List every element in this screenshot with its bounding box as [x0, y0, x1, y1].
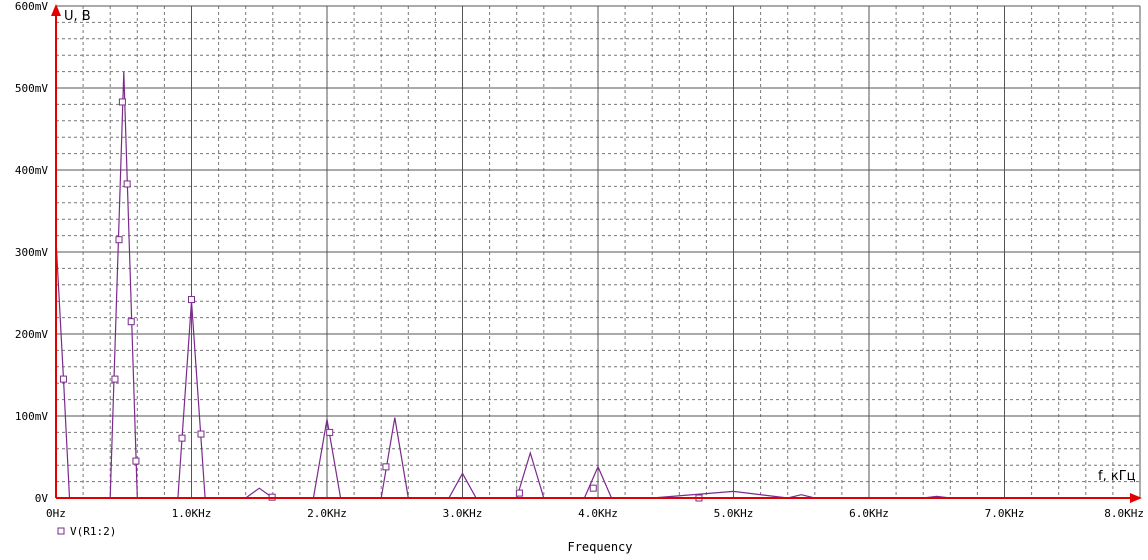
x-axis-arrow: [1130, 493, 1142, 503]
y-tick-label: 0V: [35, 492, 49, 505]
data-marker: [111, 375, 119, 383]
y-tick-label: 200mV: [15, 328, 48, 341]
y-axis-note: U, B: [64, 9, 91, 24]
data-marker: [59, 375, 67, 383]
data-marker: [326, 428, 334, 436]
data-marker: [515, 489, 523, 497]
x-axis-label: Frequency: [567, 540, 632, 554]
y-axis-arrow: [51, 4, 61, 16]
x-tick-label: 4.0KHz: [578, 507, 618, 520]
x-tick-label: 5.0KHz: [714, 507, 754, 520]
data-marker: [197, 430, 205, 438]
data-marker: [382, 463, 390, 471]
data-marker: [118, 98, 126, 106]
x-tick-label: 6.0KHz: [849, 507, 889, 520]
data-marker: [132, 457, 140, 465]
x-tick-label: 3.0KHz: [443, 507, 483, 520]
grid-lines: [56, 5, 1141, 498]
legend: V(R1:2): [57, 525, 116, 538]
axes: [51, 4, 1142, 503]
tick-labels: 0V 100mV 200mV 300mV 400mV 500mV 600mV 0Hz 1.0KH…: [15, 0, 1144, 520]
x-tick-label: 1.0KHz: [172, 507, 212, 520]
y-tick-label: 100mV: [15, 410, 48, 423]
data-marker: [178, 434, 186, 442]
x-tick-label: 7.0KHz: [985, 507, 1025, 520]
data-marker: [589, 484, 597, 492]
y-tick-label: 600mV: [15, 0, 48, 13]
data-marker: [188, 296, 195, 304]
x-tick-label: 8.0KHz: [1104, 507, 1144, 520]
data-marker: [127, 318, 135, 326]
data-marker: [115, 236, 123, 244]
legend-marker: [57, 527, 65, 535]
x-tick-label: 2.0KHz: [307, 507, 347, 520]
y-tick-label: 300mV: [15, 246, 48, 259]
data-marker: [123, 180, 131, 188]
y-tick-label: 400mV: [15, 164, 48, 177]
legend-label: V(R1:2): [70, 525, 116, 538]
x-axis-note: f, кГц: [1098, 469, 1136, 484]
y-tick-label: 500mV: [15, 82, 48, 95]
x-tick-label: 0Hz: [46, 507, 66, 520]
